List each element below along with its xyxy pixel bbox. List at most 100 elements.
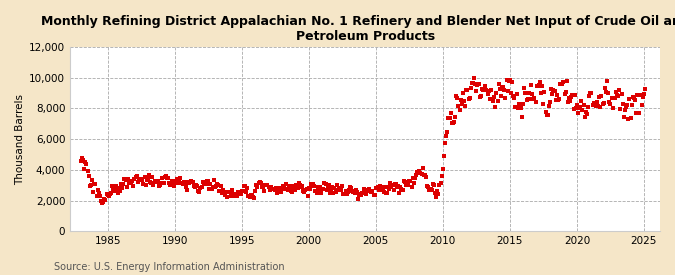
Point [521, 98, 532, 102]
Point [533, 84, 543, 88]
Point [161, 176, 172, 180]
Point [259, 189, 269, 193]
Point [313, 185, 323, 189]
Point [531, 84, 542, 89]
Point [483, 89, 494, 93]
Point [444, 116, 455, 120]
Point [523, 91, 534, 95]
Point [333, 186, 344, 190]
Point [558, 79, 569, 84]
Point [412, 170, 423, 174]
Point [572, 103, 583, 107]
Point [522, 97, 533, 101]
Point [213, 183, 223, 187]
Point [543, 112, 554, 117]
Point [562, 100, 573, 104]
Point [193, 188, 204, 193]
Point [613, 94, 624, 99]
Point [402, 182, 412, 186]
Point [226, 188, 237, 192]
Point [605, 102, 616, 106]
Point [597, 102, 608, 106]
Point [511, 92, 522, 97]
Point [356, 192, 367, 197]
Point [184, 181, 194, 185]
Point [192, 183, 202, 188]
Point [113, 186, 124, 191]
Point [96, 199, 107, 203]
Point [458, 99, 469, 104]
Point [381, 191, 392, 195]
Point [166, 183, 177, 188]
Point [624, 97, 634, 101]
Point [478, 87, 489, 92]
Point [225, 194, 236, 198]
Point [118, 182, 129, 186]
Point [205, 182, 216, 187]
Point [512, 106, 523, 111]
Point [386, 185, 397, 189]
Point [149, 179, 160, 183]
Point [216, 191, 227, 196]
Point [514, 102, 524, 106]
Point [197, 179, 208, 184]
Point [589, 103, 600, 107]
Point [396, 186, 407, 191]
Point [262, 183, 273, 188]
Point [241, 190, 252, 194]
Point [465, 86, 476, 90]
Point [167, 179, 178, 183]
Point [567, 92, 578, 97]
Point [136, 177, 146, 181]
Point [329, 186, 340, 190]
Point [202, 179, 213, 184]
Point [376, 184, 387, 189]
Point [304, 186, 315, 191]
Point [261, 183, 272, 187]
Point [91, 194, 102, 198]
Point [574, 106, 585, 110]
Point [637, 103, 647, 108]
Point [265, 185, 276, 189]
Point [415, 170, 426, 175]
Point [248, 195, 259, 200]
Point [117, 186, 128, 190]
Point [388, 188, 399, 192]
Point [470, 82, 481, 87]
Point [222, 195, 233, 199]
Point [464, 95, 475, 100]
Point [517, 114, 528, 119]
Point [86, 183, 97, 187]
Point [325, 191, 335, 196]
Point [263, 185, 274, 189]
Point [369, 192, 380, 197]
Point [433, 192, 443, 197]
Point [187, 180, 198, 185]
Point [360, 192, 371, 196]
Point [182, 188, 192, 192]
Point [151, 180, 161, 185]
Point [103, 193, 113, 197]
Point [366, 190, 377, 194]
Point [146, 180, 157, 185]
Point [556, 82, 566, 87]
Point [426, 188, 437, 193]
Point [173, 181, 184, 186]
Point [330, 189, 341, 194]
Point [144, 179, 155, 184]
Point [580, 109, 591, 114]
Point [345, 185, 356, 189]
Point [271, 185, 281, 190]
Point [432, 189, 443, 194]
Point [500, 95, 511, 100]
Point [103, 193, 114, 198]
Point [491, 91, 502, 95]
Point [637, 95, 648, 99]
Point [541, 113, 552, 118]
Point [497, 86, 508, 90]
Point [516, 105, 526, 110]
Point [119, 177, 130, 181]
Point [429, 183, 439, 187]
Point [449, 120, 460, 124]
Point [88, 190, 99, 194]
